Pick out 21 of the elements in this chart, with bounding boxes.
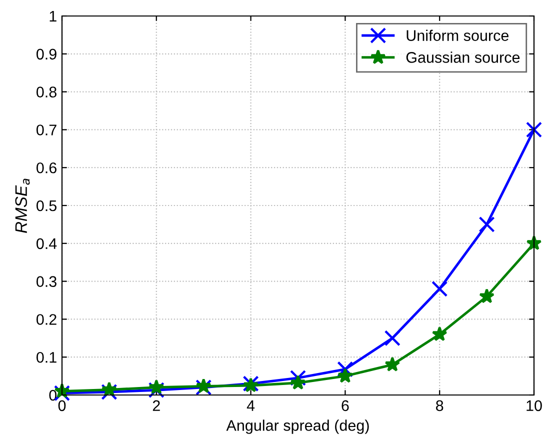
legend-label: Uniform source [406,30,509,41]
y-tick-label: 0.8 [36,86,56,98]
y-tick-label: 0 [49,390,57,401]
legend-label: Gaussian source [406,52,520,63]
y-axis-title: RMSE$_{a}$ [15,178,30,233]
y-tick-label: 0.6 [36,162,56,174]
x-tick-label: 10 [526,400,542,412]
x-axis-title: Angular spread (deg) [226,420,369,434]
y-tick-label: 0.7 [36,124,56,136]
y-tick-label: 0.2 [36,314,56,325]
y-tick-label: 0.3 [36,276,56,287]
y-tick-label: 0.9 [36,48,56,60]
y-tick-label: 1 [50,11,56,22]
x-tick-label: 4 [246,400,255,411]
x-tick-label: 2 [152,400,160,411]
y-tick-label: 0.4 [36,238,57,250]
x-tick-label: 8 [436,400,444,412]
y-tick-label: 0.1 [36,352,56,363]
y-tick-label: 0.5 [36,200,56,212]
x-tick-label: 6 [342,400,349,412]
x-tick-label: 0 [58,400,66,412]
